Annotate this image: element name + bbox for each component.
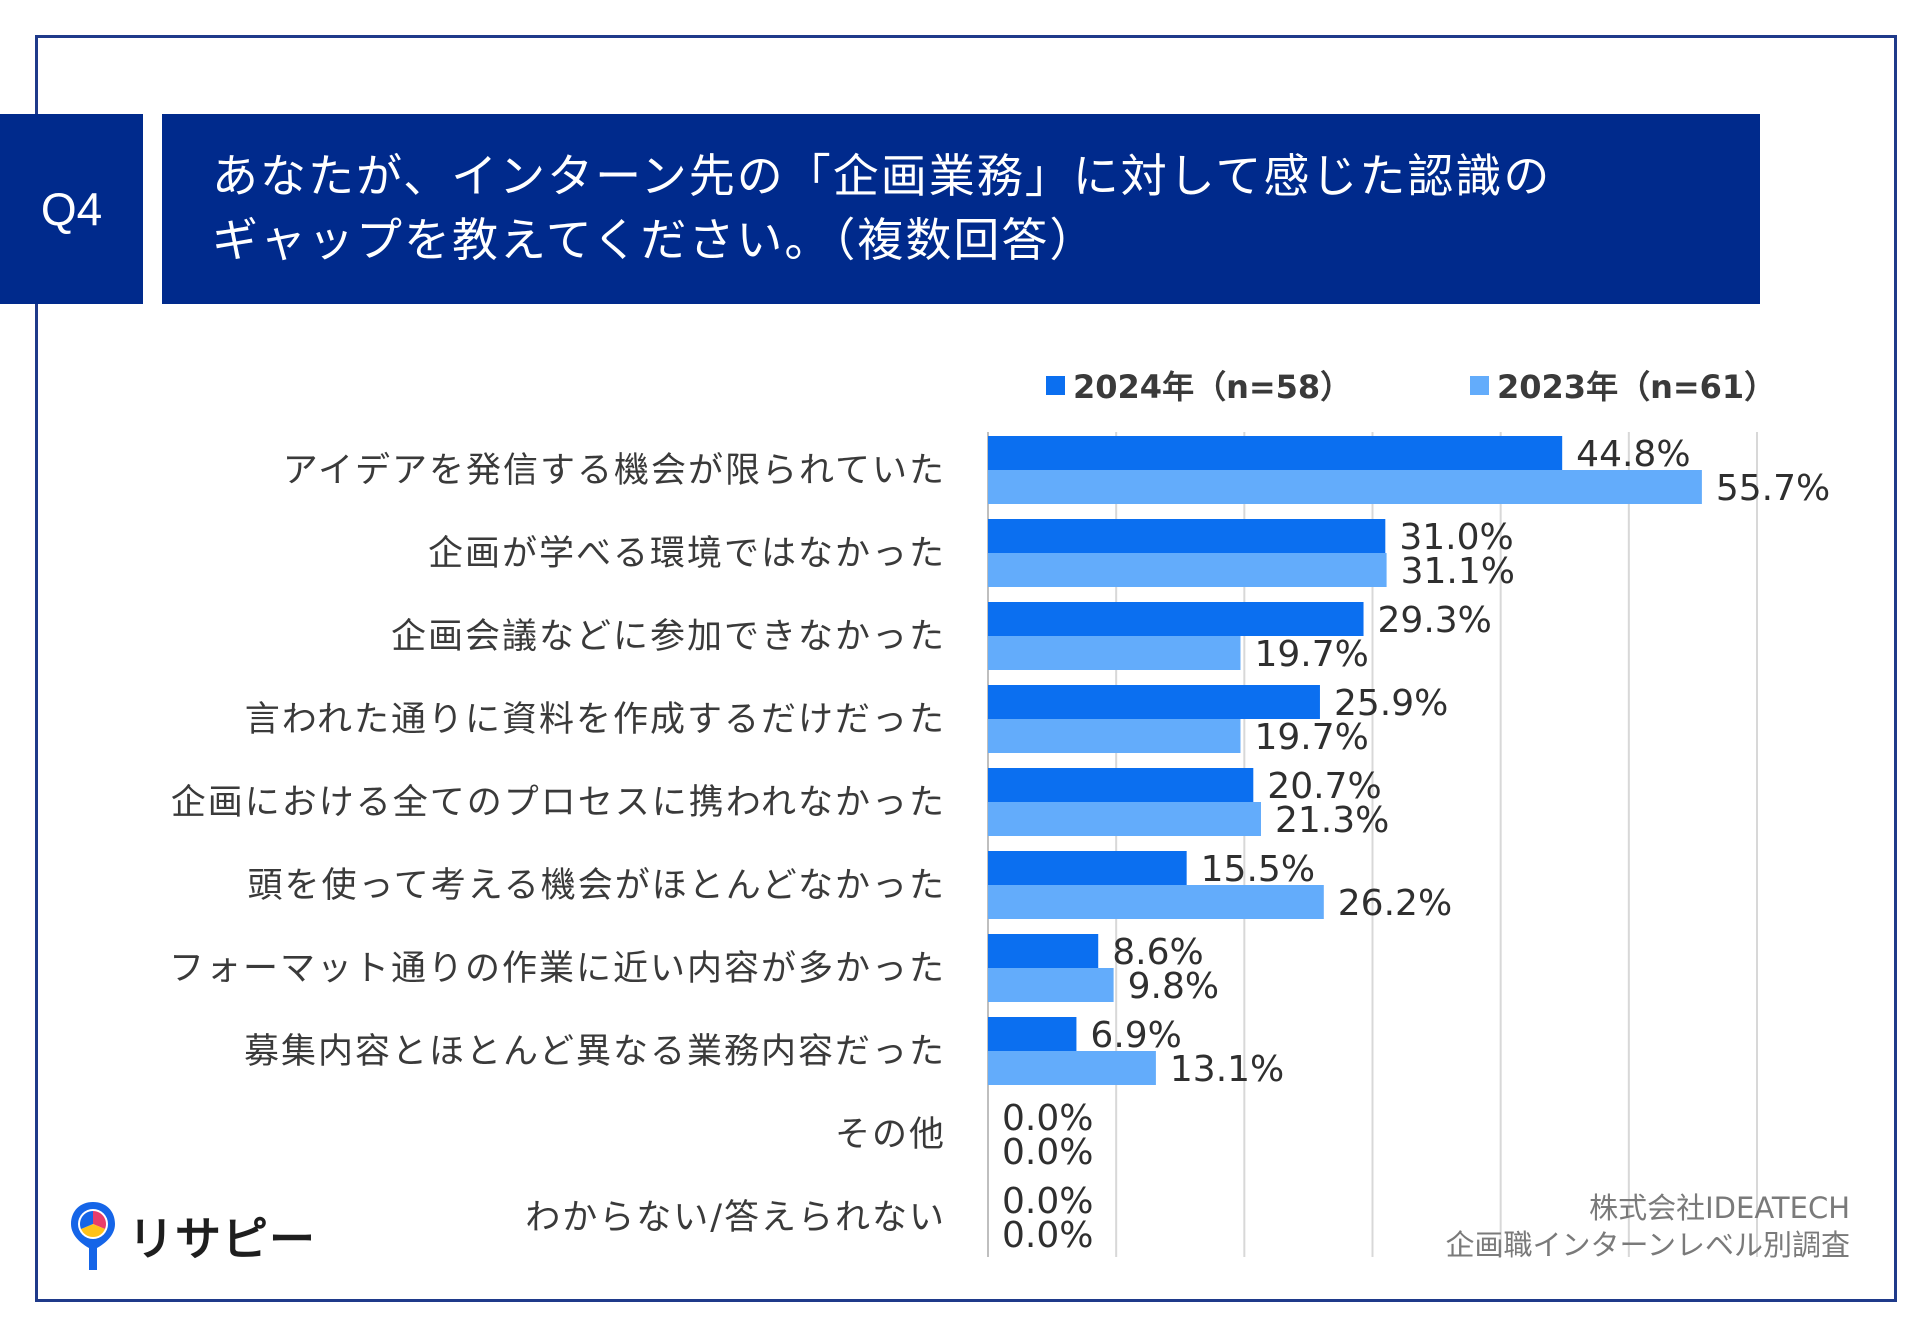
data-label-2023: 55.7%: [1716, 468, 1830, 509]
legend-item-2024: 2024年（n=58）: [1046, 362, 1352, 408]
bar-2024: [988, 436, 1563, 470]
bar-2024: [988, 851, 1187, 885]
data-label-2023: 31.1%: [1401, 551, 1515, 592]
question-label: Q4: [40, 183, 103, 235]
logo-text: リサピー: [128, 1212, 316, 1266]
data-label-2024: 25.9%: [1334, 683, 1448, 724]
category-label: 企画における全てのプロセスに携われなかった: [171, 783, 946, 823]
legend-swatch-2024: [1046, 375, 1065, 395]
data-label-2024: 0.0%: [1002, 1098, 1093, 1139]
data-label-2023: 19.7%: [1254, 634, 1368, 675]
data-label-2023: 26.2%: [1338, 883, 1452, 924]
logo: リサピー: [68, 1200, 316, 1272]
credit: 株式会社IDEATECH 企画職インターンレベル別調査: [1445, 1190, 1850, 1264]
category-label: わからない/答えられない: [525, 1198, 946, 1238]
title-banner: あなたが、インターン先の「企画業務」に対して感じた認識の ギャップを教えてくださ…: [162, 114, 1760, 304]
data-label-2024: 15.5%: [1201, 849, 1315, 890]
bar-2024: [988, 1017, 1077, 1051]
data-label-2023: 13.1%: [1170, 1049, 1284, 1090]
bar-2024: [988, 519, 1386, 553]
data-label-2023: 0.0%: [1002, 1132, 1093, 1173]
bar-2024: [988, 768, 1254, 802]
bar-2024: [988, 685, 1320, 719]
data-label-2024: 6.9%: [1090, 1015, 1181, 1056]
legend-label-2024: 2024年（n=58）: [1073, 368, 1353, 406]
legend-item-2023: 2023年（n=61）: [1470, 362, 1776, 408]
category-label: 企画が学べる環境ではなかった: [428, 534, 946, 574]
data-label-2024: 20.7%: [1267, 766, 1381, 807]
bar-2023: [988, 636, 1241, 670]
bar-2023: [988, 719, 1241, 753]
bar-2023: [988, 553, 1387, 587]
data-label-2023: 9.8%: [1128, 966, 1219, 1007]
title-line-2: ギャップを教えてください。（複数回答）: [212, 213, 1098, 267]
category-label: 言われた通りに資料を作成するだけだった: [245, 700, 946, 740]
category-label: フォーマット通りの作業に近い内容が多かった: [169, 949, 946, 989]
legend-swatch-2023: [1470, 375, 1489, 395]
category-label: その他: [835, 1115, 946, 1155]
bar-2024: [988, 602, 1364, 636]
bar-2023: [988, 885, 1324, 919]
category-label: アイデアを発信する機会が限られていた: [283, 451, 946, 491]
logo-pin-icon: [71, 1202, 115, 1270]
data-label-2023: 19.7%: [1254, 717, 1368, 758]
data-label-2024: 29.3%: [1378, 600, 1492, 641]
bar-2023: [988, 968, 1114, 1002]
question-badge: Q4: [0, 114, 143, 304]
category-label: 企画会議などに参加できなかった: [391, 617, 946, 657]
bar-2023: [988, 470, 1702, 504]
frame-border: [35, 35, 1897, 1302]
data-label-2024: 8.6%: [1112, 932, 1203, 973]
category-label: 募集内容とほとんど異なる業務内容だった: [244, 1032, 946, 1072]
credit-company: 株式会社IDEATECH: [1589, 1191, 1850, 1225]
data-label-2024: 44.8%: [1576, 434, 1690, 475]
legend: 2024年（n=58） 2023年（n=61）: [0, 362, 1920, 406]
category-label: 頭を使って考える機会がほとんどなかった: [248, 866, 946, 906]
title-line-1: あなたが、インターン先の「企画業務」に対して感じた認識の: [212, 149, 1552, 203]
bar-2024: [988, 934, 1099, 968]
credit-survey: 企画職インターンレベル別調査: [1445, 1228, 1850, 1262]
bar-2023: [988, 802, 1261, 836]
legend-label-2023: 2023年（n=61）: [1497, 368, 1777, 406]
data-label-2024: 0.0%: [1002, 1181, 1093, 1222]
data-label-2023: 21.3%: [1275, 800, 1389, 841]
data-label-2023: 0.0%: [1002, 1215, 1093, 1256]
data-label-2024: 31.0%: [1399, 517, 1513, 558]
bar-2023: [988, 1051, 1156, 1085]
